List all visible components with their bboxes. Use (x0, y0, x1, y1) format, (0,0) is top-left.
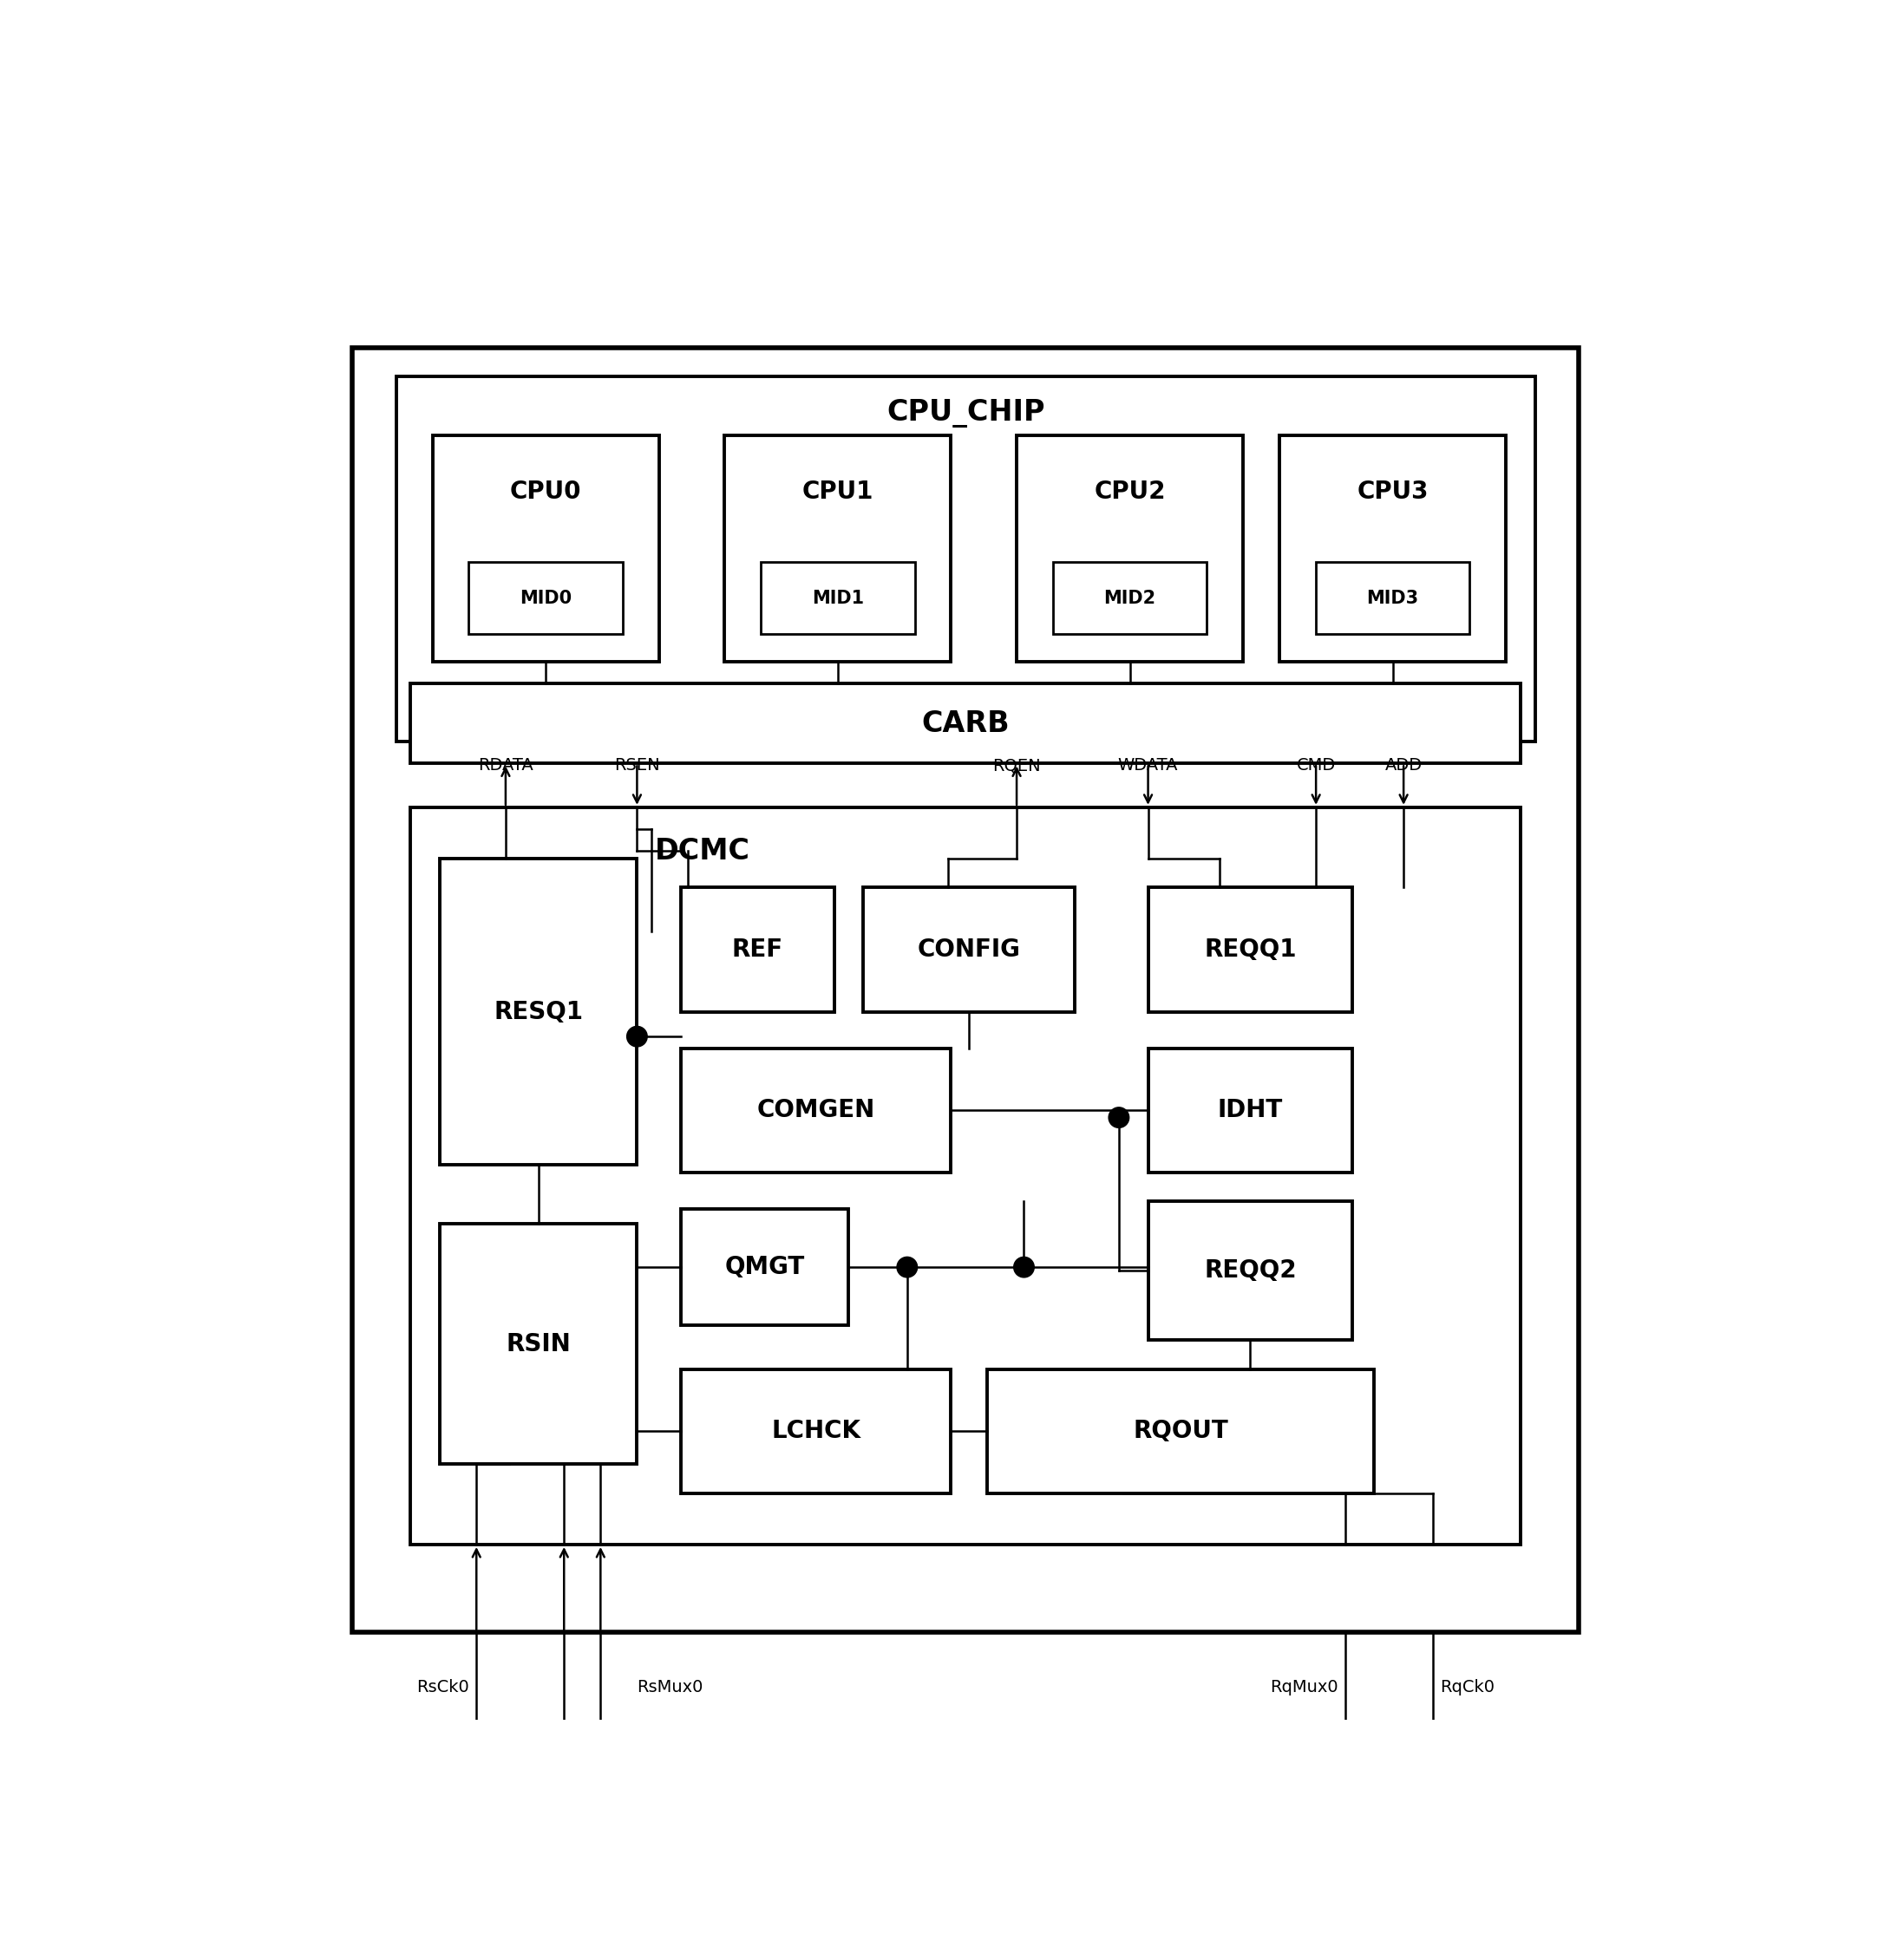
Text: RsMux0: RsMux0 (637, 1680, 703, 1695)
Bar (680, 1049, 951, 1172)
Bar (1017, 435, 1243, 661)
Bar (1053, 563, 1208, 635)
Bar (441, 1223, 637, 1464)
Text: ADD: ADD (1385, 757, 1422, 774)
Text: REQQ2: REQQ2 (1204, 1258, 1296, 1284)
Text: RSEN: RSEN (614, 757, 659, 774)
Text: CPU_CHIP: CPU_CHIP (885, 398, 1046, 427)
Text: REF: REF (731, 937, 784, 962)
Text: MID3: MID3 (1366, 590, 1419, 608)
Text: MID0: MID0 (520, 590, 573, 608)
Text: QMGT: QMGT (725, 1254, 804, 1280)
Text: RESQ1: RESQ1 (494, 1000, 584, 1023)
Circle shape (627, 1027, 648, 1047)
Bar (1147, 888, 1353, 1011)
Text: WDATA: WDATA (1117, 757, 1178, 774)
Text: MID1: MID1 (812, 590, 865, 608)
Text: COMGEN: COMGEN (757, 1098, 874, 1123)
Text: RQOUT: RQOUT (1134, 1419, 1228, 1445)
Text: CPU1: CPU1 (803, 480, 874, 504)
Text: RqMux0: RqMux0 (1270, 1680, 1338, 1695)
Circle shape (1108, 1107, 1129, 1127)
Bar (725, 435, 951, 661)
Text: DCMC: DCMC (656, 837, 750, 866)
Bar (433, 435, 659, 661)
Bar (411, 808, 1520, 1544)
Text: CPU2: CPU2 (1095, 480, 1166, 504)
Bar (469, 563, 624, 635)
Text: CPU3: CPU3 (1356, 480, 1428, 504)
Text: RDATA: RDATA (479, 757, 533, 774)
Text: RqCk0: RqCk0 (1439, 1680, 1494, 1695)
Circle shape (1014, 1256, 1034, 1278)
Bar (441, 858, 637, 1164)
Bar (680, 888, 835, 1011)
Bar (680, 1209, 848, 1325)
Text: CARB: CARB (921, 710, 1010, 737)
Bar (1315, 563, 1470, 635)
Text: RSIN: RSIN (507, 1331, 571, 1356)
Text: LCHCK: LCHCK (771, 1419, 861, 1445)
Bar (352, 347, 1579, 1633)
Text: CMD: CMD (1296, 757, 1336, 774)
Bar (411, 684, 1520, 764)
Text: CONFIG: CONFIG (918, 937, 1021, 962)
Text: RsCk0: RsCk0 (416, 1680, 469, 1695)
Text: CPU0: CPU0 (511, 480, 582, 504)
Text: MID2: MID2 (1104, 590, 1157, 608)
Bar (396, 376, 1535, 741)
Bar (863, 888, 1076, 1011)
Bar (1147, 1201, 1353, 1341)
Bar (1279, 435, 1505, 661)
Bar (680, 1370, 951, 1494)
Text: RQEN: RQEN (993, 757, 1040, 774)
Text: REQQ1: REQQ1 (1204, 937, 1296, 962)
Text: IDHT: IDHT (1217, 1098, 1283, 1123)
Circle shape (897, 1256, 918, 1278)
Bar (1147, 1049, 1353, 1172)
Bar (987, 1370, 1375, 1494)
Bar (761, 563, 916, 635)
